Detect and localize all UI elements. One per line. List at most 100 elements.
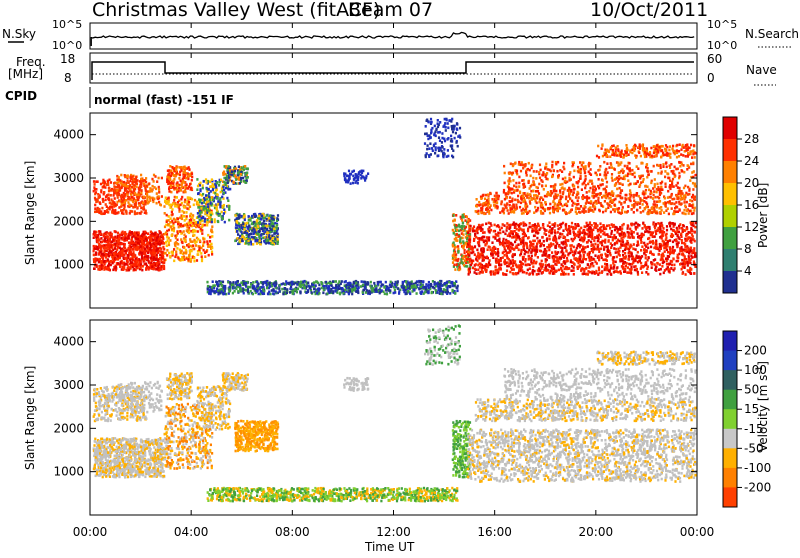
echo-cell [210,214,212,217]
echo-cell [437,131,439,134]
echo-cell [228,176,230,179]
echo-cell [165,252,167,255]
echo-cell [463,255,465,258]
echo-cell [462,240,464,243]
echo-cell [253,231,255,234]
echo-cell [102,258,104,261]
echo-cell [103,260,105,263]
echo-cell [121,183,123,186]
echo-cell [302,284,304,287]
echo-cell [106,194,108,197]
echo-cell [98,209,100,212]
echo-cell [279,290,281,293]
echo-cell [394,289,396,292]
echo-cell [115,192,117,195]
echo-cell [190,245,192,248]
echo-cell [183,230,185,233]
echo-cell [188,228,190,231]
echo-cell [452,285,454,288]
echo-cell [396,282,398,285]
echo-cell [216,283,218,286]
echo-cell [536,273,538,276]
echo-cell [139,180,141,183]
echo-cell [292,290,294,293]
echo-cell [259,240,261,243]
echo-cell [629,228,631,231]
echo-cell [640,249,642,252]
echo-cell [442,125,444,128]
echo-cell [429,142,431,145]
echo-cell [104,181,106,184]
echo-cell [188,168,190,171]
echo-cell [193,257,195,260]
echo-cell [489,259,491,262]
echo-cell [224,288,226,291]
echo-cell [428,134,430,137]
echo-cell [94,267,96,270]
echo-cell [459,238,461,241]
echo-cell [331,284,333,287]
echo-cell [459,266,461,269]
echo-cell [210,202,212,205]
echo-cell [277,238,279,241]
echo-cell [479,256,481,259]
echo-cell [108,232,110,235]
echo-cell [391,285,393,288]
echo-cell [185,177,187,180]
echo-cell [583,254,585,257]
echo-cell [267,293,269,296]
echo-cell [245,172,247,175]
echo-cell [216,288,218,291]
echo-cell [307,291,309,294]
echo-cell [266,287,268,290]
echo-cell [117,185,119,188]
echo-cell [181,182,183,185]
echo-cell [465,262,467,265]
echo-cell [250,241,252,244]
echo-cell [185,252,187,255]
echo-cell [154,175,156,178]
echo-cell [286,292,288,295]
echo-cell [321,283,323,286]
echo-cell [125,199,127,202]
echo-cell [136,185,138,188]
echo-cell [139,185,141,188]
echo-cell [662,262,664,265]
echo-cell [149,199,151,202]
echo-cell [594,254,596,257]
echo-cell [274,284,276,287]
echo-cell [210,230,212,233]
echo-cell [172,180,174,183]
echo-cell [342,292,344,295]
echo-cell [197,193,199,196]
echo-cell [120,174,122,177]
echo-cell [126,260,128,263]
echo-cell [146,246,148,249]
echo-cell [424,291,426,294]
echo-cell [175,237,177,240]
echo-cell [616,231,618,234]
echo-cell [260,234,262,237]
echo-cell [284,287,286,290]
echo-cell [227,182,229,185]
echo-cell [322,292,324,295]
echo-cell [338,284,340,287]
echo-cell [297,288,299,291]
echo-cell [635,265,637,268]
echo-cell [201,202,203,205]
echo-cell [661,265,663,268]
echo-cell [229,281,231,284]
echo-cell [459,240,461,243]
echo-cell [202,187,204,190]
echo-cell [325,281,327,284]
echo-cell [238,165,240,168]
echo-cell [183,211,185,214]
echo-cell [183,234,185,237]
echo-cell [366,289,368,292]
echo-cell [223,181,225,184]
echo-cell [156,258,158,261]
echo-cell [296,291,298,294]
echo-cell [220,179,222,182]
echo-cell [173,218,175,221]
